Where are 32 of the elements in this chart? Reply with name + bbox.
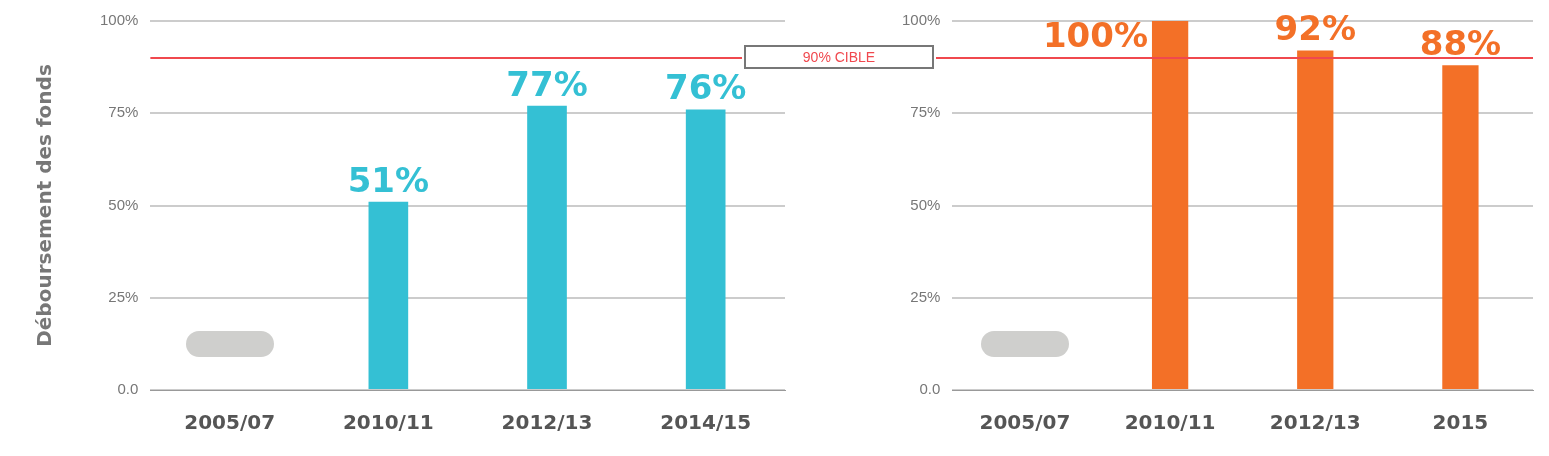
y-tick-label: 75% xyxy=(910,103,941,121)
y-tick-label: 75% xyxy=(108,103,139,121)
x-tick-label: 2014/15 xyxy=(660,410,752,435)
y-tick-label: 25% xyxy=(910,287,941,305)
bar xyxy=(1151,21,1189,389)
text: 51% xyxy=(347,159,430,200)
bar xyxy=(527,105,567,389)
y-axis-title: Déboursement des fonds xyxy=(32,64,57,347)
x-tick-label: 2005/07 xyxy=(184,410,276,435)
ref-line-label: 90% CIBLE xyxy=(744,44,934,69)
bar xyxy=(1297,50,1334,389)
y-tick-label: 50% xyxy=(910,195,941,213)
y-tick-label: 25% xyxy=(108,287,139,305)
text: 76% xyxy=(664,67,747,108)
x-tick-label: 2012/13 xyxy=(1269,410,1361,435)
bar xyxy=(368,201,409,389)
x-tick-label: 2012/13 xyxy=(501,410,593,435)
y-tick-label: 0.0 xyxy=(919,380,941,398)
bar xyxy=(685,109,726,389)
bar xyxy=(1442,65,1479,389)
y-tick-label: 50% xyxy=(108,195,139,213)
y-tick-label: 100% xyxy=(901,11,941,29)
x-tick-label: 2015 xyxy=(1432,410,1489,435)
y-tick-label: 0.0 xyxy=(117,380,139,398)
text: 92% xyxy=(1274,8,1356,49)
x-tick-label: 2010/11 xyxy=(342,410,434,435)
text: 77% xyxy=(506,63,588,104)
x-tick-label: 2010/11 xyxy=(1124,410,1216,435)
y-tick-label: 100% xyxy=(99,11,139,29)
text: 88% xyxy=(1419,23,1502,64)
text: 100% xyxy=(1042,14,1148,55)
x-tick-label: 2005/07 xyxy=(979,410,1071,435)
